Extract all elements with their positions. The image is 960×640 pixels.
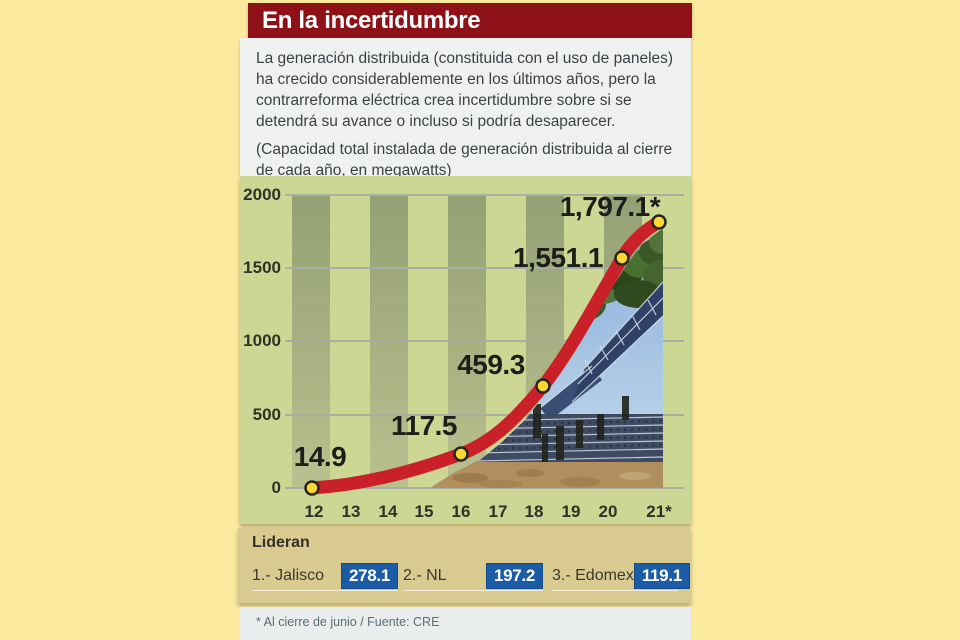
x-axis-tick: 12 (304, 502, 324, 521)
chart-subtitle: (Capacidad total instalada de generación… (256, 141, 673, 179)
source-note: * Al cierre de junio / Fuente: CRE (256, 615, 440, 629)
ranking-item: 3.- Edomex 119.1 (552, 561, 690, 591)
data-label: 117.5 (390, 410, 458, 441)
capacity-line-chart: 2000 1500 1000 500 0 12 13 14 15 16 17 1… (240, 176, 691, 524)
x-axis-tick: 14 (378, 502, 398, 521)
ranking-heading: Lideran (252, 534, 310, 551)
chart-canvas (285, 194, 684, 496)
data-point-marker (453, 446, 469, 462)
page-title: En la incertidumbre (262, 7, 481, 34)
x-axis-tick: 18 (524, 502, 544, 521)
ground (430, 462, 663, 488)
footer: * Al cierre de junio / Fuente: CRE (240, 607, 691, 640)
x-axis-tick: 13 (341, 502, 361, 521)
ranking-item-label: 2.- NL (403, 566, 447, 584)
data-point-marker (304, 480, 320, 496)
ranking-item-label: 3.- Edomex (552, 566, 634, 584)
support-posts (533, 396, 629, 462)
ranking-item-label: 1.- Jalisco (252, 566, 325, 584)
x-axis-tick: 21* (646, 502, 672, 521)
x-axis-tick: 20 (598, 502, 618, 521)
x-axis-tick: 15 (414, 502, 434, 521)
header-bar: En la incertidumbre (248, 3, 692, 38)
intro-paragraph: La generación distribuida (constituida c… (256, 50, 674, 130)
data-point-marker (614, 250, 630, 266)
data-point-marker (535, 378, 551, 394)
data-label: 14.9 (293, 441, 347, 472)
solar-panels-large (539, 281, 663, 420)
data-label: 459.3 (457, 349, 525, 380)
x-axis-tick: 16 (451, 502, 471, 521)
ranking-value-badge: 278.1 (340, 562, 398, 589)
y-axis-tick: 1500 (243, 258, 281, 277)
ranking-value-badge: 197.2 (485, 562, 543, 589)
data-label: 1,551.1 (513, 242, 603, 273)
ranking-value-badge: 119.1 (633, 562, 690, 589)
y-axis-tick: 2000 (243, 185, 281, 204)
data-label: 1,797.1* (559, 191, 661, 222)
y-axis-tick: 1000 (243, 331, 281, 350)
x-axis-tick: 19 (561, 502, 581, 521)
ranking-item: 2.- NL 197.2 (403, 561, 543, 591)
ranking-section: Lideran 1.- Jalisco 278.1 2.- NL 197.2 3… (238, 528, 691, 603)
data-point-marker (651, 214, 667, 230)
y-axis-tick: 500 (252, 405, 281, 424)
y-axis-tick: 0 (271, 478, 281, 497)
ranking-item: 1.- Jalisco 278.1 (252, 561, 398, 591)
x-axis-tick: 17 (488, 502, 508, 521)
intro-box: La generación distribuida (constituida c… (240, 38, 691, 179)
